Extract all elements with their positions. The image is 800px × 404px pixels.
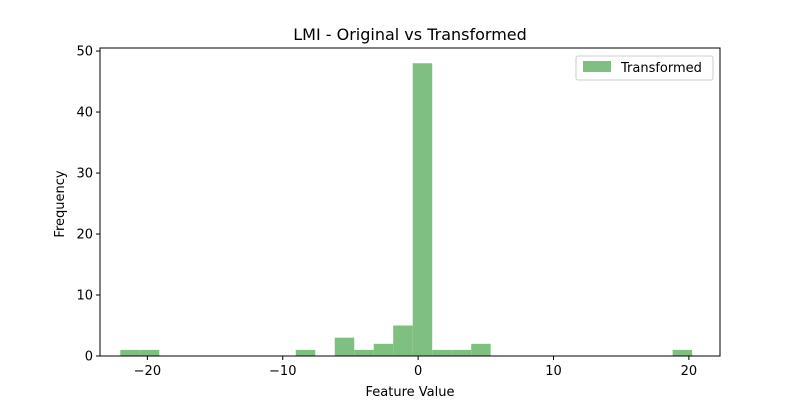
histogram-bar (120, 349, 140, 356)
legend-label: Transformed (620, 61, 702, 76)
x-tick-label: −10 (269, 364, 296, 379)
plot-frame (99, 47, 721, 357)
bars-layer (120, 63, 693, 356)
y-tick-label: 0 (85, 350, 93, 365)
x-tick-label: 10 (545, 364, 562, 379)
x-tick-label: −20 (134, 364, 161, 379)
y-tick-label: 50 (76, 45, 93, 60)
histogram-bar (334, 337, 355, 356)
chart-title: LMI - Original vs Transformed (293, 25, 527, 44)
y-tick-label: 20 (76, 228, 93, 243)
histogram-bar (139, 349, 160, 356)
y-axis-label: Frequency (53, 170, 68, 237)
legend: Transformed (575, 55, 714, 81)
legend-swatch (583, 61, 611, 72)
histogram-bar (432, 349, 452, 356)
histogram-bar (451, 349, 472, 356)
axes-layer: −20 −10 0 10 20 0 10 20 30 40 50 (76, 45, 721, 379)
histogram-bar (295, 349, 316, 356)
histogram-bar (354, 349, 374, 356)
y-tick-label: 30 (76, 167, 93, 182)
y-tick-label: 40 (76, 106, 93, 121)
histogram-bar (393, 325, 413, 356)
histogram-bar (412, 63, 433, 356)
x-tick-label: 0 (414, 364, 422, 379)
histogram-bar (471, 343, 491, 356)
y-tick-label: 10 (76, 289, 93, 304)
x-tick-label: 20 (681, 364, 698, 379)
x-axis-label: Feature Value (366, 385, 455, 400)
histogram-bar (672, 349, 693, 356)
histogram-bar (373, 343, 394, 356)
